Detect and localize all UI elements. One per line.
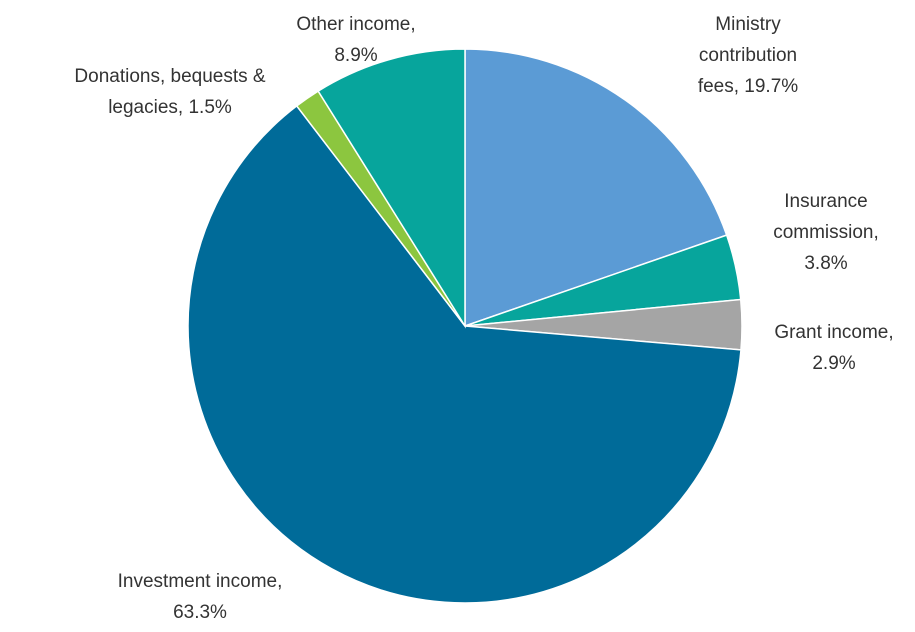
slice-label-line: Donations, bequests &: [74, 66, 266, 87]
slice-label-line: 3.8%: [804, 253, 847, 274]
slice-label-5: Other income, 8.9%: [296, 14, 415, 66]
pie-slice-0: [464, 48, 728, 328]
slice-label-4: Donations, bequests & legacies, 1.5%: [74, 66, 266, 118]
slice-label-line: 63.3%: [173, 602, 227, 623]
slice-label-line: Grant income,: [774, 322, 893, 343]
slice-label-0: Ministry contribution fees, 19.7%: [698, 14, 798, 97]
slice-label-1: Insurance commission, 3.8%: [773, 191, 879, 274]
pie-slices: [187, 48, 743, 604]
slice-labels: Ministry contribution fees, 19.7% Insurance…: [74, 14, 893, 623]
slice-label-line: Insurance: [784, 191, 867, 212]
slice-label-line: contribution: [699, 45, 797, 66]
slice-label-2: Grant income, 2.9%: [774, 322, 893, 374]
slice-label-line: 8.9%: [334, 45, 377, 66]
slice-label-line: 2.9%: [812, 353, 855, 374]
pie-slice-5: [317, 48, 466, 329]
slice-label-line: Ministry: [715, 14, 781, 35]
slice-label-line: commission,: [773, 222, 879, 243]
pie-slice-3: [187, 104, 742, 604]
slice-label-line: Investment income,: [118, 571, 283, 592]
slice-label-line: Other income,: [296, 14, 415, 35]
slice-label-line: fees, 19.7%: [698, 76, 798, 97]
slice-label-line: legacies, 1.5%: [108, 97, 232, 118]
slice-label-3: Investment income, 63.3%: [118, 571, 283, 623]
